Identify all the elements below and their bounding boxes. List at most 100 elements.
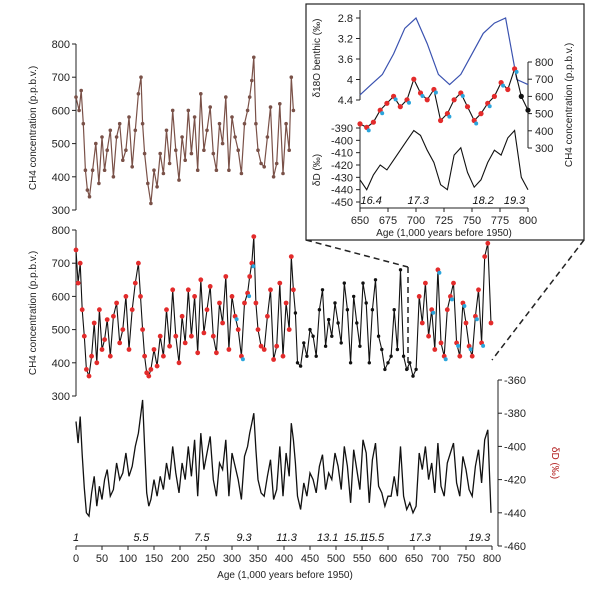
middle-ch4-red-point <box>283 300 289 306</box>
top-ch4-point <box>245 108 250 113</box>
middle-ch4-red-point <box>423 280 428 286</box>
middle-ch4-red-point <box>451 280 456 286</box>
x-tick-label: 450 <box>301 553 319 565</box>
middle-ch4-red-point <box>291 287 296 293</box>
inset-x-tick-label: 775 <box>491 215 509 227</box>
middle-ch4-cyan-point <box>449 297 454 302</box>
middle-ch4-red-point <box>274 343 280 349</box>
inset-ch4-cyan-point <box>407 100 411 105</box>
inset-x-tick-label: 650 <box>351 215 369 227</box>
top-ch4-point <box>233 135 237 139</box>
middle-y-label: CH4 concentration (p.p.b.v.) <box>28 251 39 375</box>
middle-ch4-red-point <box>120 327 126 332</box>
middle-ch4-point <box>408 361 412 365</box>
top-ch4-point <box>155 185 159 189</box>
top-ch4-point <box>262 165 267 169</box>
top-ch4-point <box>146 181 150 186</box>
middle-ch4-red-point <box>185 287 191 293</box>
top-ch4-point <box>214 168 219 172</box>
y-tick-label: -380 <box>504 408 526 420</box>
middle-ch4-red-point <box>84 367 89 372</box>
top-ch4-point <box>274 161 279 166</box>
top-ch4-point <box>177 178 181 182</box>
top-ch4-point <box>117 121 122 126</box>
middle-ch4-point <box>317 308 322 312</box>
top-ch4-point <box>205 128 209 133</box>
middle-ch4-red-point <box>438 340 444 346</box>
top-ch4-point <box>242 121 247 126</box>
stage-label: 5.5 <box>133 532 149 544</box>
top-ch4-point <box>74 95 78 99</box>
middle-ch4-red-point <box>198 277 204 283</box>
inset-stage-label: 17.3 <box>407 195 429 207</box>
top-ch4-point <box>239 171 244 176</box>
middle-ch4-red-point <box>444 307 450 313</box>
inset-ch4-cyan-point <box>433 90 438 95</box>
inset-ch4-point <box>464 104 471 110</box>
middle-ch4-red-point <box>179 313 185 319</box>
inset-x-tick-label: 700 <box>407 215 425 227</box>
middle-ch4-red-point <box>217 300 222 306</box>
y-tick-label: 400 <box>52 172 70 184</box>
middle-ch4-red-point <box>75 280 81 286</box>
middle-ch4-red-point <box>286 327 292 332</box>
top-ch4-point <box>90 168 95 172</box>
top-ch4-point <box>247 95 252 99</box>
middle-ch4-red-point <box>136 260 141 266</box>
top-ch4-line <box>75 57 294 204</box>
middle-ch4-cyan-point <box>234 317 239 322</box>
middle-ch4-red-point <box>89 353 94 359</box>
middle-y-ticks: 300 400 500 600 700 800 <box>52 225 76 403</box>
middle-ch4-red-point <box>265 313 270 319</box>
middle-ch4-red-point <box>268 287 273 293</box>
connector-right <box>491 239 585 361</box>
top-ch4-point <box>271 175 276 179</box>
top-ch4-point <box>189 151 194 156</box>
top-ch4-point <box>199 92 203 96</box>
top-ch4-point <box>287 148 292 152</box>
x-tick-label: 700 <box>431 553 449 565</box>
middle-ch4-red-point <box>204 307 210 313</box>
top-ch4-point <box>291 108 296 113</box>
middle-ch4-red-point <box>142 353 148 359</box>
middle-ch4-red-point <box>132 280 138 286</box>
middle-ch4-cyan-point <box>251 264 256 269</box>
inset-ch4-point <box>438 117 444 124</box>
top-ch4-point <box>202 148 206 152</box>
inset-ch4-point <box>424 97 430 103</box>
middle-ch4-cyan-point <box>437 270 442 275</box>
stage-label: 17.3 <box>409 532 431 544</box>
middle-ch4-point <box>345 308 350 312</box>
middle-ch4-red-point <box>140 327 146 332</box>
middle-ch4-red-point <box>426 333 431 339</box>
inset-dD-label: δD (‰) <box>312 154 323 186</box>
middle-ch4-red-point <box>416 294 422 299</box>
middle-ch4-red-point <box>97 307 102 313</box>
top-ch4-point <box>208 105 212 109</box>
x-tick-label: 0 <box>73 553 79 565</box>
middle-ch4-point <box>330 334 334 338</box>
middle-ch4-red-point <box>469 353 475 359</box>
middle-ch4-red-point <box>167 343 173 349</box>
middle-ch4-point <box>314 354 318 358</box>
top-ch4-point <box>174 148 178 152</box>
middle-ch4-point <box>411 374 415 378</box>
inset-ch4-cyan-point <box>366 128 371 133</box>
middle-ch4-red-point <box>214 350 219 356</box>
middle-ch4-point <box>352 294 356 299</box>
middle-ch4-red-point <box>138 294 143 299</box>
bottom-dD-series <box>75 399 492 518</box>
middle-ch4-cyan-point <box>240 357 245 362</box>
top-ch4-point <box>94 141 98 146</box>
top-ch4-point <box>252 55 256 60</box>
top-ch4-point <box>256 148 260 152</box>
y-tick-label: -360 <box>504 375 526 387</box>
top-ch4-point <box>195 168 200 172</box>
inset-ticks: 650 675 700 725 750 775 800 2.8 3.2 3.6 4 4.4 300 400… <box>331 13 553 227</box>
middle-ch4-red-point <box>107 353 113 359</box>
top-ch4-point <box>83 168 88 172</box>
bottom-y-ticks: -360 -380 -400 -420 -440 -460 <box>498 375 526 553</box>
top-ch4-point <box>121 158 125 162</box>
inset-dD-tick-label: -400 <box>331 135 353 147</box>
middle-ch4-red-point <box>157 333 163 339</box>
